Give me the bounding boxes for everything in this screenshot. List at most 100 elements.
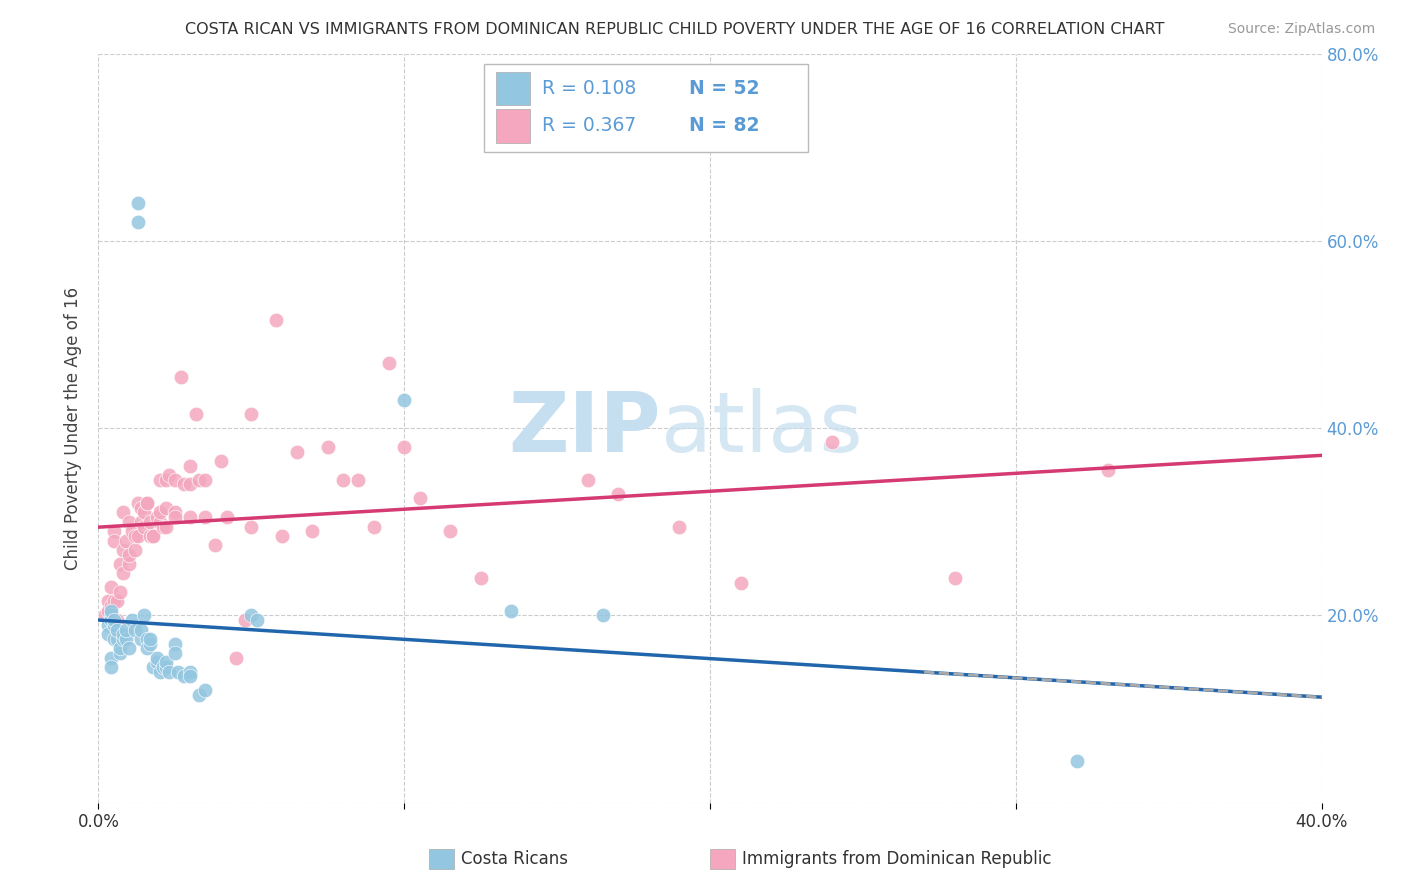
Point: [127, 215, 149, 229]
Point: [145, 650, 167, 665]
Point: [118, 548, 141, 562]
Point: [186, 407, 208, 421]
Point: [501, 604, 523, 618]
Point: [139, 515, 162, 529]
Point: [163, 510, 186, 524]
Point: [100, 660, 122, 674]
Point: [103, 618, 125, 632]
FancyBboxPatch shape: [484, 64, 808, 153]
Point: [111, 542, 134, 557]
Point: [124, 623, 146, 637]
Point: [136, 496, 159, 510]
Point: [233, 613, 256, 627]
Point: [100, 599, 122, 614]
Point: [163, 473, 186, 487]
Point: [124, 542, 146, 557]
Point: [730, 575, 752, 590]
Point: [129, 623, 152, 637]
Point: [111, 632, 134, 646]
Point: [149, 665, 172, 679]
Point: [105, 623, 128, 637]
Point: [163, 637, 186, 651]
Point: [134, 519, 156, 533]
Point: [142, 529, 165, 543]
Point: [105, 613, 128, 627]
Point: [111, 505, 134, 519]
Point: [139, 632, 162, 646]
Point: [179, 458, 201, 473]
Point: [264, 313, 287, 327]
Point: [209, 454, 232, 468]
Point: [246, 613, 269, 627]
Point: [240, 407, 263, 421]
Point: [155, 473, 177, 487]
Point: [378, 356, 401, 370]
Point: [118, 515, 141, 529]
Point: [149, 505, 172, 519]
Point: [240, 519, 263, 533]
Point: [108, 641, 131, 656]
Point: [103, 533, 125, 548]
Point: [100, 604, 122, 618]
Point: [155, 519, 177, 533]
Point: [118, 641, 141, 656]
Point: [103, 594, 125, 608]
Point: [149, 515, 172, 529]
Y-axis label: Child Poverty Under the Age of 16: Child Poverty Under the Age of 16: [65, 286, 83, 570]
Point: [103, 524, 125, 539]
Point: [129, 515, 152, 529]
Point: [108, 585, 131, 599]
Point: [179, 665, 201, 679]
Point: [179, 477, 201, 491]
Point: [194, 683, 217, 698]
Point: [392, 393, 416, 408]
Point: [392, 440, 416, 454]
Point: [152, 660, 174, 674]
Point: [134, 608, 156, 623]
Point: [167, 665, 190, 679]
Point: [93, 608, 115, 623]
Point: [194, 473, 217, 487]
Point: [576, 473, 599, 487]
Point: [215, 510, 238, 524]
Point: [127, 496, 149, 510]
Point: [100, 608, 122, 623]
Point: [332, 473, 354, 487]
Point: [145, 655, 167, 669]
Text: COSTA RICAN VS IMMIGRANTS FROM DOMINICAN REPUBLIC CHILD POVERTY UNDER THE AGE OF: COSTA RICAN VS IMMIGRANTS FROM DOMINICAN…: [186, 22, 1164, 37]
Point: [103, 613, 125, 627]
Text: ZIP: ZIP: [509, 388, 661, 468]
Point: [607, 487, 630, 501]
Point: [163, 505, 186, 519]
Point: [111, 566, 134, 581]
Point: [145, 510, 167, 524]
Point: [105, 632, 128, 646]
Point: [225, 650, 247, 665]
Point: [155, 660, 177, 674]
Point: [439, 524, 461, 539]
Point: [124, 529, 146, 543]
Point: [270, 529, 292, 543]
Text: Immigrants from Dominican Republic: Immigrants from Dominican Republic: [742, 850, 1052, 868]
Point: [115, 533, 138, 548]
Point: [163, 646, 186, 660]
Point: [139, 637, 162, 651]
Point: [149, 473, 172, 487]
FancyBboxPatch shape: [496, 109, 530, 143]
Point: [470, 571, 492, 585]
Text: N = 52: N = 52: [689, 78, 759, 98]
FancyBboxPatch shape: [496, 71, 530, 105]
Point: [121, 613, 143, 627]
Point: [943, 571, 966, 585]
Point: [100, 581, 122, 595]
Point: [118, 557, 141, 571]
Point: [363, 519, 385, 533]
Text: atlas: atlas: [661, 388, 863, 468]
Point: [240, 608, 263, 623]
Point: [127, 529, 149, 543]
Point: [103, 632, 125, 646]
Point: [139, 529, 162, 543]
Point: [115, 623, 138, 637]
Point: [408, 491, 430, 506]
Point: [127, 196, 149, 211]
